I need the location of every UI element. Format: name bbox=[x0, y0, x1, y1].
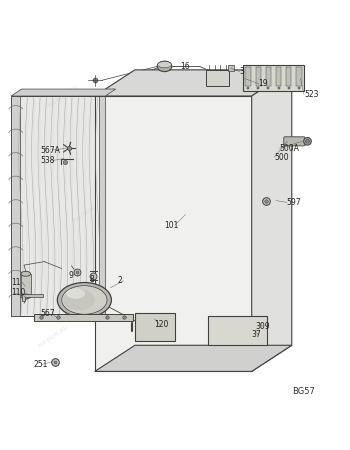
Polygon shape bbox=[34, 314, 133, 321]
Text: 309: 309 bbox=[255, 322, 270, 331]
Text: 2: 2 bbox=[118, 276, 122, 285]
Polygon shape bbox=[21, 274, 31, 297]
Text: 597: 597 bbox=[287, 198, 301, 207]
Text: 9: 9 bbox=[69, 271, 74, 280]
Text: FIX-HUB.RU: FIX-HUB.RU bbox=[152, 237, 184, 262]
Polygon shape bbox=[11, 89, 116, 96]
Text: FIX-HUB.RU: FIX-HUB.RU bbox=[201, 160, 233, 185]
Text: 500: 500 bbox=[274, 153, 289, 162]
FancyBboxPatch shape bbox=[284, 137, 305, 146]
Text: FIX-HUB.RU: FIX-HUB.RU bbox=[229, 275, 261, 300]
Polygon shape bbox=[95, 96, 252, 371]
Ellipse shape bbox=[21, 271, 31, 276]
Polygon shape bbox=[95, 345, 292, 371]
Text: 500A: 500A bbox=[280, 144, 300, 153]
Polygon shape bbox=[135, 313, 175, 341]
Text: 120: 120 bbox=[154, 320, 168, 329]
Text: 16: 16 bbox=[180, 62, 190, 71]
Polygon shape bbox=[208, 315, 267, 345]
Ellipse shape bbox=[57, 283, 111, 317]
Ellipse shape bbox=[157, 61, 172, 72]
Polygon shape bbox=[276, 68, 281, 86]
Ellipse shape bbox=[304, 138, 311, 145]
Polygon shape bbox=[11, 96, 20, 315]
Text: FIX-HUB.RU: FIX-HUB.RU bbox=[72, 199, 104, 224]
Text: 19: 19 bbox=[259, 79, 268, 88]
Ellipse shape bbox=[66, 288, 85, 299]
Polygon shape bbox=[266, 68, 271, 86]
Text: 538: 538 bbox=[41, 156, 55, 165]
Text: FIX-HUB.RU: FIX-HUB.RU bbox=[176, 335, 209, 360]
Polygon shape bbox=[245, 68, 251, 86]
Text: BG57: BG57 bbox=[293, 387, 315, 396]
Text: 567: 567 bbox=[41, 310, 55, 319]
Polygon shape bbox=[99, 96, 105, 315]
Polygon shape bbox=[296, 68, 302, 86]
Ellipse shape bbox=[63, 289, 95, 310]
Polygon shape bbox=[206, 70, 229, 86]
Ellipse shape bbox=[306, 140, 309, 143]
Text: 37: 37 bbox=[252, 330, 261, 339]
Text: FIX-HUB.RU: FIX-HUB.RU bbox=[124, 122, 156, 147]
Polygon shape bbox=[22, 294, 43, 301]
Text: 101: 101 bbox=[164, 220, 179, 230]
Text: 3: 3 bbox=[239, 67, 244, 76]
Text: FIX-HUB.RU: FIX-HUB.RU bbox=[37, 324, 69, 349]
Text: 523: 523 bbox=[304, 90, 318, 99]
Ellipse shape bbox=[62, 286, 107, 314]
Text: 567A: 567A bbox=[41, 145, 61, 154]
Text: 8: 8 bbox=[90, 274, 95, 284]
Text: FIX-HUB.RU: FIX-HUB.RU bbox=[47, 84, 79, 108]
Polygon shape bbox=[286, 68, 292, 86]
Ellipse shape bbox=[158, 62, 172, 68]
Polygon shape bbox=[95, 70, 292, 96]
Ellipse shape bbox=[21, 294, 31, 299]
Polygon shape bbox=[252, 70, 292, 371]
Text: 11: 11 bbox=[11, 278, 21, 287]
Polygon shape bbox=[243, 65, 304, 91]
Polygon shape bbox=[256, 68, 261, 86]
Text: 110: 110 bbox=[11, 288, 26, 297]
Text: 251: 251 bbox=[34, 360, 48, 369]
Polygon shape bbox=[11, 96, 105, 315]
